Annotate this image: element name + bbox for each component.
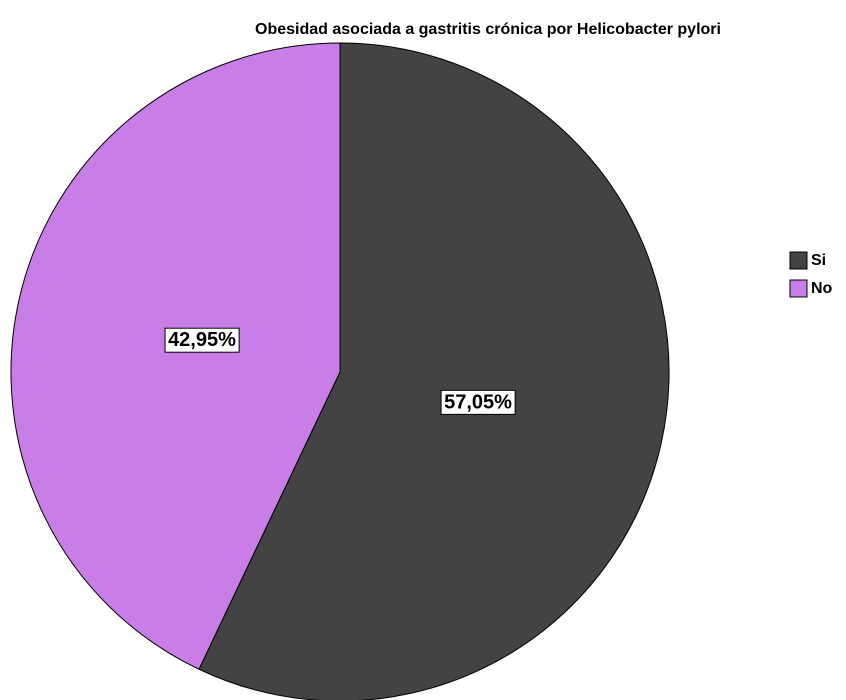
chart-title: Obesidad asociada a gastritis crónica po… [255,21,721,38]
legend-label: No [811,280,833,297]
value-label: 57,05% [444,391,512,413]
pie-slice [10,42,341,670]
legend-label: Si [811,252,826,269]
value-label: 42,95% [168,329,236,351]
legend-swatch [789,251,808,270]
value-label-box [440,389,516,415]
legend-swatch [789,279,808,298]
value-label-box [164,327,240,353]
